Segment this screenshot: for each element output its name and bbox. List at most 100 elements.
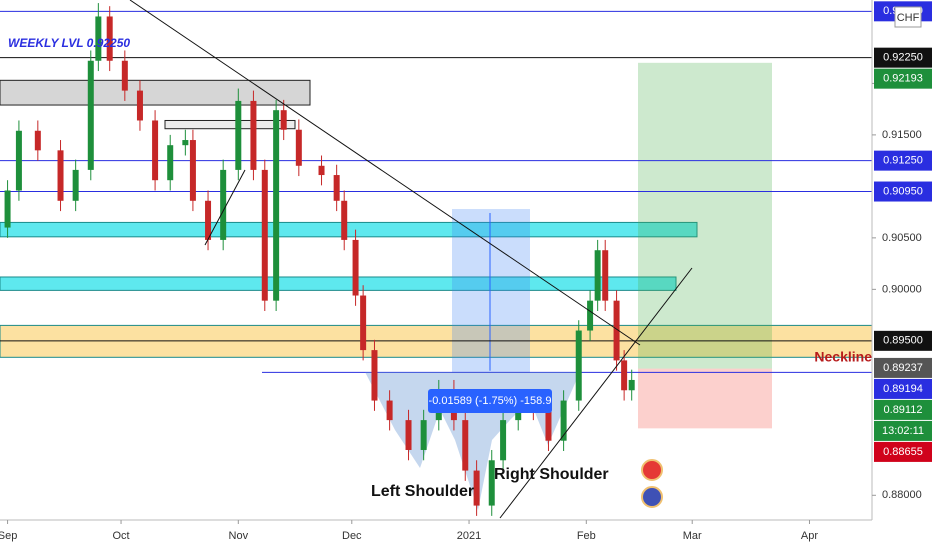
countdown: 13:02:11 — [882, 425, 924, 437]
price-tag: 0.90950 — [883, 185, 923, 197]
candle-body — [95, 16, 102, 61]
trendline — [204, 169, 246, 246]
x-tick-label: Feb — [577, 530, 596, 542]
x-tick-label: Sep — [0, 530, 17, 542]
candle-body — [136, 90, 143, 121]
candle-body — [621, 360, 628, 391]
target-area — [638, 62, 772, 369]
pattern-shading — [365, 372, 580, 510]
candle-body — [167, 145, 174, 181]
y-tick-label: 0.91500 — [882, 129, 922, 141]
price-tag-box — [874, 68, 932, 89]
trendline — [129, 0, 641, 346]
neckline-label: Neckline — [814, 349, 872, 365]
x-tick-label: Dec — [342, 530, 362, 542]
candle-body — [352, 239, 359, 296]
candle-body — [371, 350, 378, 401]
trendline — [499, 267, 693, 519]
zone — [0, 276, 677, 291]
price-tag-box — [874, 399, 932, 420]
candle-body — [152, 120, 159, 181]
candle-body — [628, 379, 635, 391]
candle-body — [280, 110, 287, 130]
candle-body — [500, 420, 507, 461]
measure-label-box — [428, 389, 552, 413]
candle-body — [261, 169, 268, 301]
candle-body — [34, 130, 41, 151]
x-tick-label: 2021 — [457, 530, 481, 542]
candle-body — [560, 400, 567, 441]
icon — [641, 486, 663, 508]
candle-body — [545, 409, 552, 441]
price-tag-box — [874, 150, 932, 171]
candle-body — [405, 420, 412, 450]
candle-body — [250, 100, 257, 170]
candle-body — [220, 169, 227, 240]
price-tag-box — [874, 357, 932, 378]
symbol-box — [894, 6, 922, 28]
time-axis — [0, 520, 932, 550]
drawings-front: -0.01589 (-1.75%) -158.9 — [428, 389, 552, 413]
candle-body — [106, 16, 113, 61]
price-tag-box — [874, 181, 932, 202]
annotation: WEEKLY LVL 0.92250 — [8, 36, 130, 50]
price-tag: 0.92193 — [883, 73, 923, 85]
candle-body — [57, 150, 64, 201]
candle-body — [594, 250, 601, 301]
candle-body — [360, 295, 367, 351]
candle-body — [488, 460, 495, 506]
measure-box — [452, 209, 530, 373]
candle-body — [4, 190, 11, 228]
price-tag: 0.89194 — [883, 383, 923, 395]
candles — [4, 3, 635, 516]
candle-body — [341, 200, 348, 240]
right-shoulder-label: Right Shoulder — [494, 466, 609, 483]
stop-area — [638, 368, 772, 429]
price-tag-box — [874, 441, 932, 462]
candle-body — [72, 169, 79, 201]
price-tag: 0.92250 — [883, 52, 923, 64]
icon — [641, 459, 663, 481]
candle-body — [613, 300, 620, 361]
candle-body — [575, 330, 582, 401]
measure-label: -0.01589 (-1.75%) -158.9 — [429, 395, 552, 407]
price-tag: 0.91250 — [883, 155, 923, 167]
candle-body — [295, 129, 302, 166]
candle-body — [182, 140, 189, 146]
price-tag-box — [874, 330, 932, 351]
candle-body — [420, 420, 427, 450]
symbol: CHF — [897, 12, 920, 24]
candle-body — [189, 140, 196, 201]
candle-body — [15, 130, 22, 191]
y-tick-label: 0.90500 — [882, 232, 922, 244]
candle-body — [333, 175, 340, 201]
x-tick-label: Oct — [112, 530, 129, 542]
price-tag: 0.88655 — [883, 446, 923, 458]
y-tick-label: 0.88000 — [882, 489, 922, 501]
left-shoulder-label: Left Shoulder — [371, 483, 474, 500]
x-tick-label: Mar — [683, 530, 702, 542]
candle-body — [473, 470, 480, 506]
candle-body — [205, 200, 212, 240]
candle-body — [273, 110, 280, 301]
price-tag: 0.89112 — [884, 404, 923, 416]
candle-body — [121, 60, 128, 91]
price-tag: 0.89500 — [883, 335, 923, 347]
price-tag-box — [874, 47, 932, 68]
candle-body — [587, 300, 594, 331]
zone — [164, 119, 296, 130]
y-tick-label: 0.90000 — [882, 283, 922, 295]
candle-body — [462, 420, 469, 471]
countdown-box — [874, 420, 932, 441]
candle-body — [87, 60, 94, 170]
zone — [0, 324, 873, 358]
zone — [0, 221, 698, 238]
price-tag: 0.89237 — [883, 362, 923, 374]
candle-body — [386, 400, 393, 421]
candle-body — [235, 100, 242, 170]
price-tag-box — [874, 378, 932, 399]
x-tick-label: Nov — [229, 530, 249, 542]
zone — [0, 79, 311, 106]
candle-body — [318, 165, 325, 176]
